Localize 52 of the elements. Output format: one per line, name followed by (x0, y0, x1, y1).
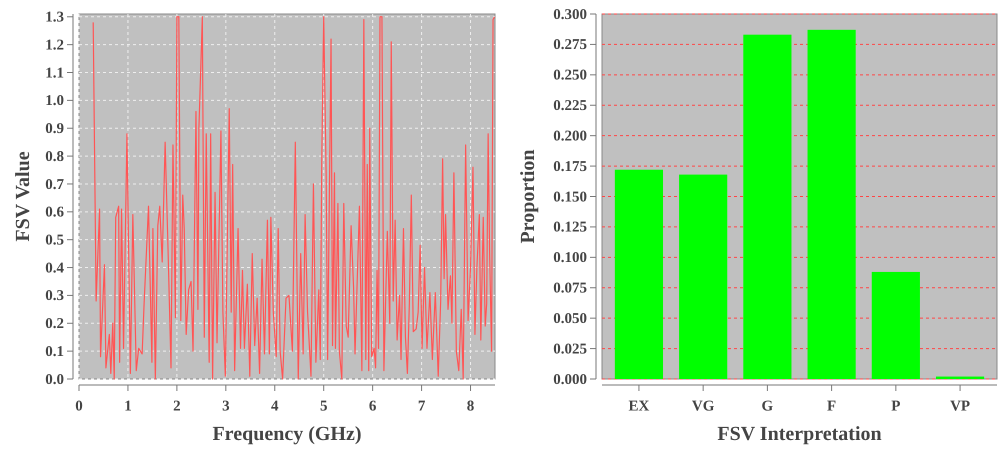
x-tick-label: 3 (222, 398, 230, 414)
x-tick-label: 7 (418, 398, 426, 414)
y-tick-label: 0.100 (553, 250, 587, 266)
x-tick-label: 5 (320, 398, 328, 414)
x-tick-label: 6 (368, 398, 377, 414)
y-tick-label: 0.4 (45, 260, 64, 276)
x-tick-label: 2 (173, 398, 181, 414)
y-tick-label: 0.8 (45, 148, 64, 165)
x-axis-title: FSV Interpretation (717, 423, 882, 445)
y-tick-label: 0.075 (553, 280, 587, 297)
y-tick-label: 0.175 (553, 158, 587, 175)
y-tick-label: 0.2 (45, 316, 64, 332)
y-tick-label: 0.1 (45, 344, 64, 360)
y-tick-label: 0.5 (45, 232, 64, 248)
x-tick-label: F (827, 398, 836, 414)
x-tick-label: VP (950, 398, 970, 414)
y-tick-label: 0.3 (45, 288, 64, 304)
y-tick-label: 1.3 (45, 10, 64, 26)
bar (808, 30, 856, 379)
y-tick-label: 0.125 (553, 220, 587, 236)
y-axis-title: Proportion (517, 149, 539, 244)
x-tick-label: VG (692, 398, 715, 414)
y-tick-label: 0.9 (45, 121, 64, 138)
y-tick-label: 0.6 (45, 204, 64, 221)
y-axis-title: FSV Value (12, 151, 34, 242)
bar (743, 34, 792, 379)
y-tick-label: 0.000 (553, 372, 587, 388)
bar (614, 170, 664, 379)
x-tick-label: G (762, 398, 774, 414)
y-tick-label: 0.7 (45, 176, 64, 193)
y-tick-label: 0.200 (553, 128, 587, 144)
x-tick-label: 0 (75, 398, 83, 414)
line-series (92, 16, 496, 380)
y-tick-label: 0.025 (553, 341, 587, 358)
y-tick-label: 1.0 (45, 93, 64, 110)
y-tick-label: 0.050 (553, 310, 587, 327)
y-tick-label: 0.250 (553, 68, 587, 84)
y-tick-label: 0.0 (45, 372, 64, 388)
bar (679, 174, 728, 379)
x-axis-title: Frequency (GHz) (212, 423, 362, 445)
y-tick-label: 0.150 (553, 189, 587, 206)
x-tick-label: EX (628, 398, 650, 414)
x-tick-label: 8 (466, 398, 474, 414)
y-tick-label: 0.300 (553, 6, 587, 23)
x-tick-label: 1 (124, 398, 132, 414)
x-tick-label: P (891, 398, 900, 414)
y-tick-label: 1.1 (45, 65, 64, 82)
y-tick-label: 1.2 (45, 37, 64, 54)
y-tick-label: 0.225 (553, 98, 587, 114)
bar (872, 272, 920, 379)
y-tick-label: 0.275 (553, 37, 587, 54)
x-tick-label: 4 (271, 398, 280, 414)
